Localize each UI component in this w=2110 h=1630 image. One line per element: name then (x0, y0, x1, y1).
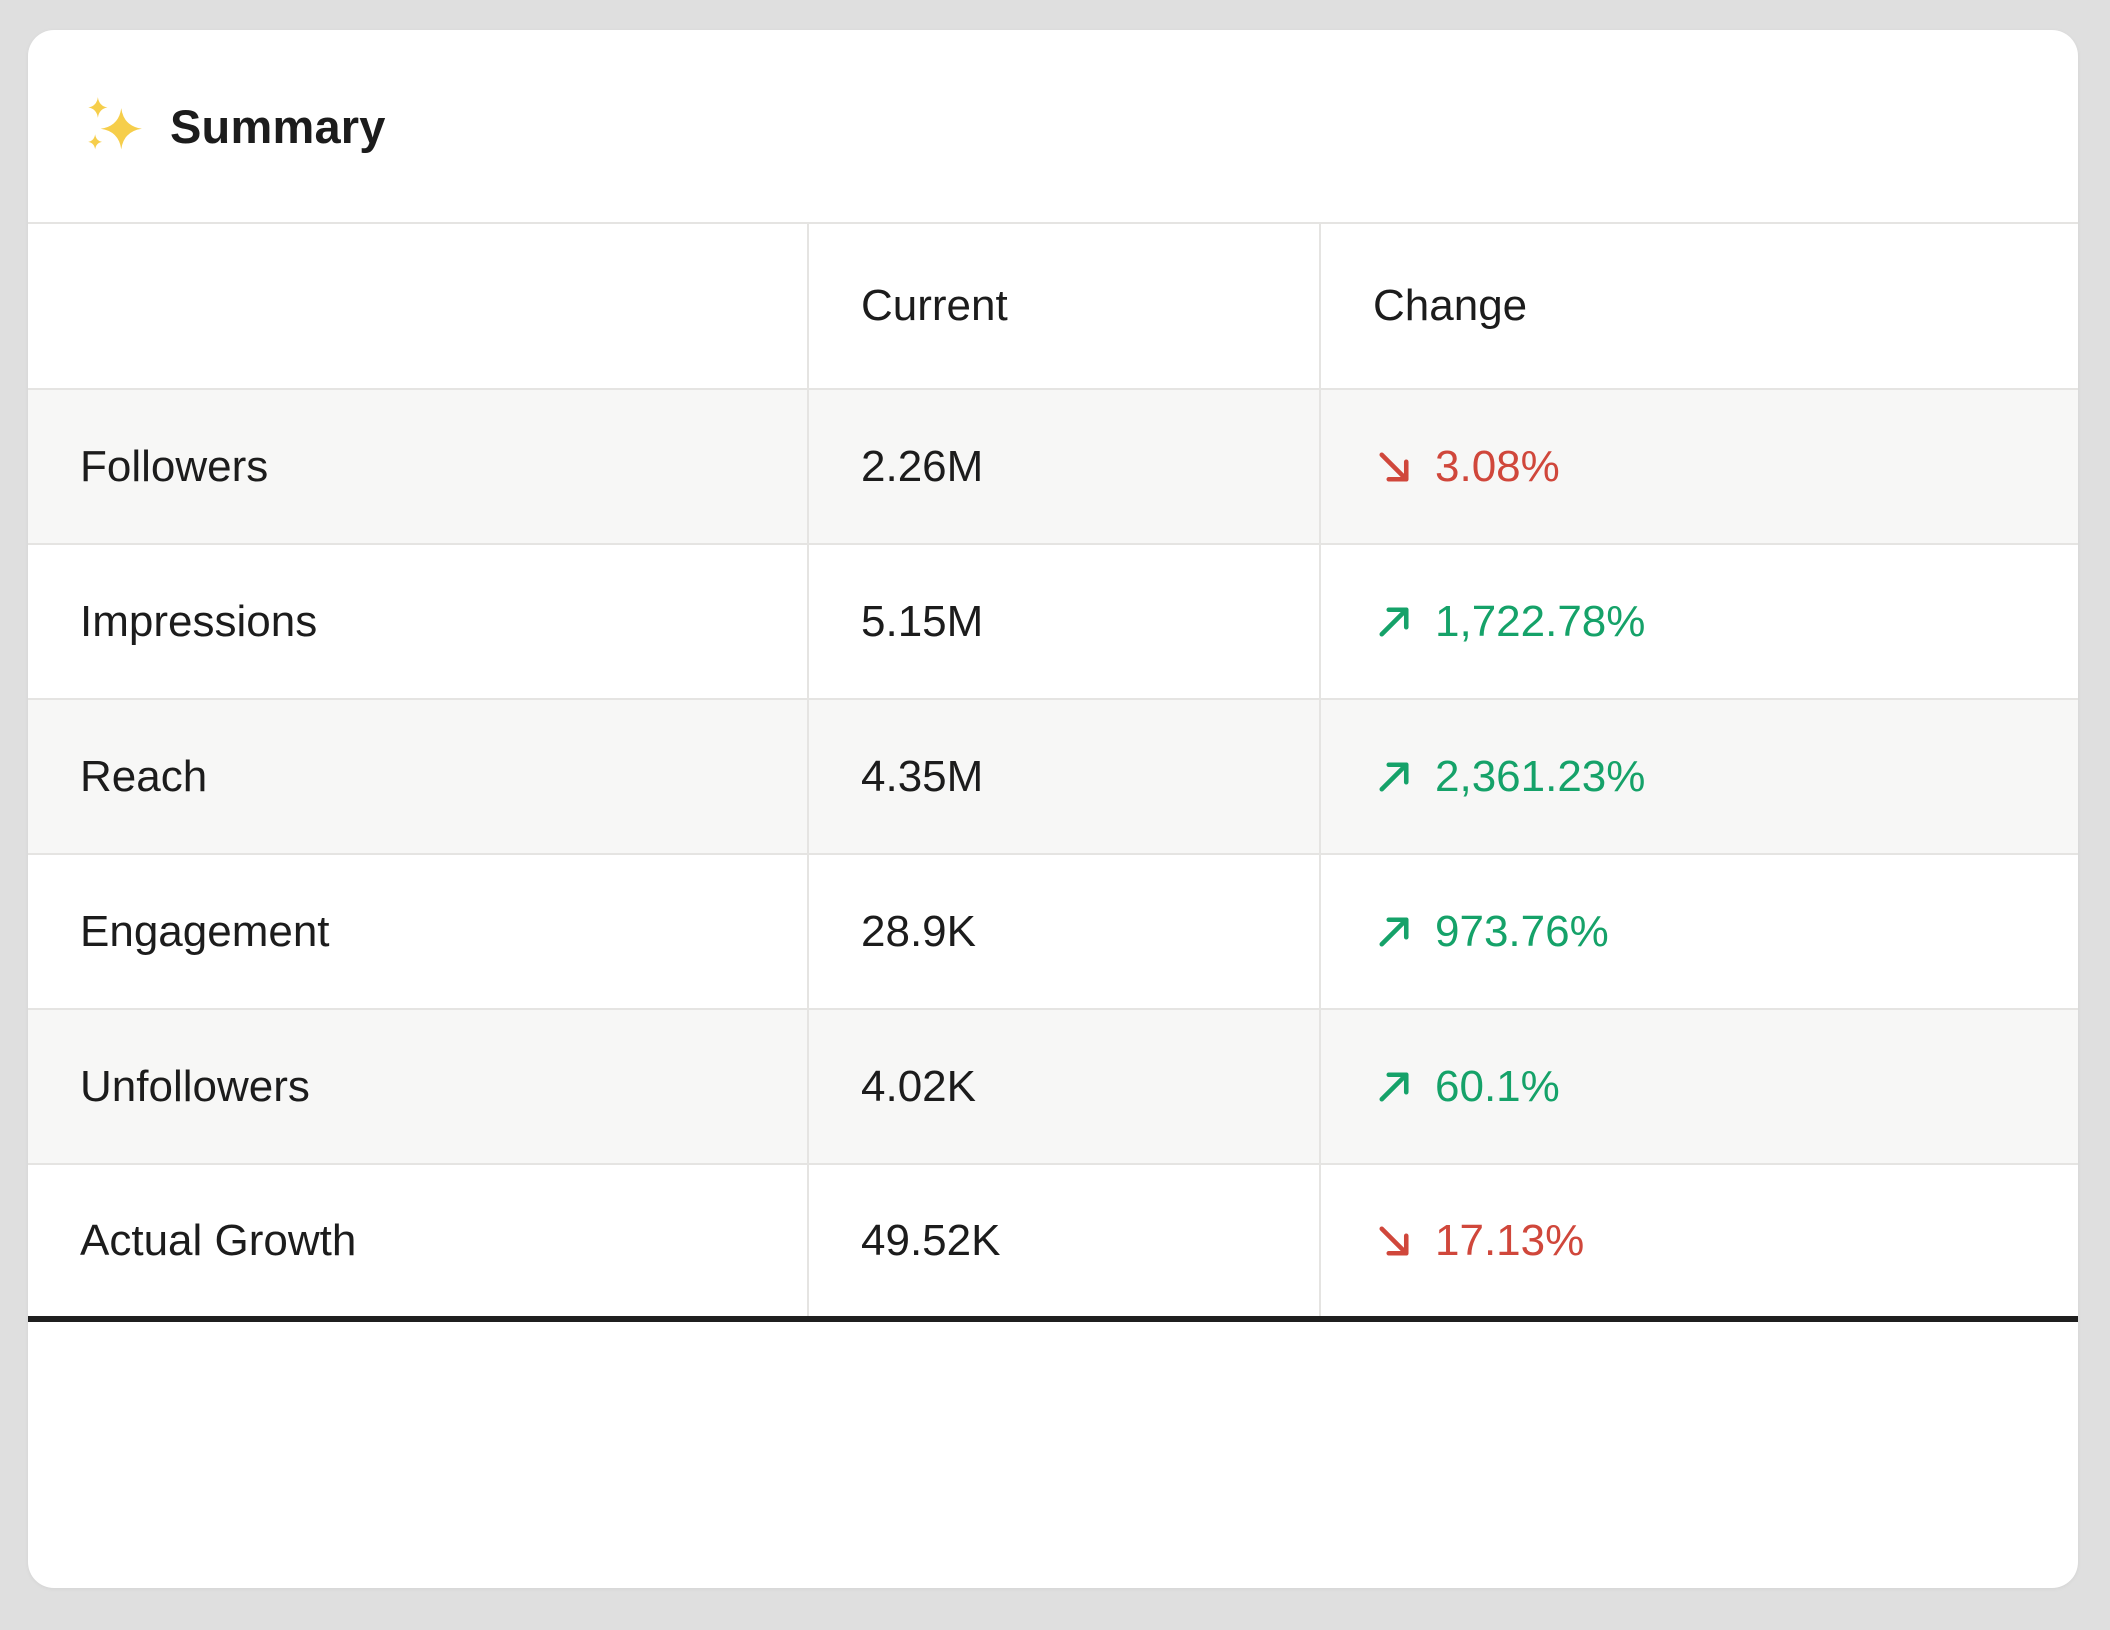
metric-change: 973.76% (1319, 854, 2078, 1009)
metric-change-value: 1,722.78% (1435, 596, 1646, 646)
column-header-current: Current (807, 223, 1320, 389)
trend-up-icon (1373, 1066, 1415, 1108)
trend-down-icon (1373, 1220, 1415, 1262)
table-row: Reach 4.35M 2,361.23% (28, 699, 2078, 854)
page-title: Summary (170, 99, 386, 153)
metric-label: Actual Growth (80, 1215, 357, 1265)
metric-label: Engagement (80, 906, 330, 956)
table-row: Engagement 28.9K 973.76% (28, 854, 2078, 1009)
metric-change: 17.13% (1319, 1164, 2078, 1319)
trend-down-icon (1373, 446, 1415, 488)
column-header-change: Change (1319, 223, 2078, 389)
table-row: Unfollowers 4.02K 60.1% (28, 1009, 2078, 1164)
table-row: Impressions 5.15M 1,722.78% (28, 544, 2078, 699)
table-row: Actual Growth 49.52K 17.13% (28, 1164, 2078, 1319)
trend-up-icon (1373, 911, 1415, 953)
summary-table: Current Change Followers 2.26M 3.08% (28, 222, 2078, 1322)
table-row: Followers 2.26M 3.08% (28, 389, 2078, 544)
sparkles-icon (80, 93, 146, 159)
metric-label: Unfollowers (80, 1061, 310, 1111)
metric-change: 1,722.78% (1319, 544, 2078, 699)
metric-change: 60.1% (1319, 1009, 2078, 1164)
metric-current-value: 4.02K (807, 1009, 1320, 1164)
metric-current-value: 5.15M (807, 544, 1320, 699)
metric-current-value: 49.52K (807, 1164, 1320, 1319)
metric-change-value: 17.13% (1435, 1215, 1585, 1265)
column-header-blank (28, 223, 808, 389)
trend-up-icon (1373, 756, 1415, 798)
metric-change: 3.08% (1319, 389, 2078, 544)
trend-up-icon (1373, 601, 1415, 643)
metric-change-value: 2,361.23% (1435, 751, 1646, 801)
metric-label: Impressions (80, 596, 318, 646)
metric-label: Followers (80, 441, 269, 491)
metric-change-value: 60.1% (1435, 1061, 1560, 1111)
card-header: Summary (28, 30, 2078, 222)
table-header-row: Current Change (28, 223, 2078, 389)
metric-label: Reach (80, 751, 208, 801)
metric-current-value: 28.9K (807, 854, 1320, 1009)
metric-current-value: 2.26M (807, 389, 1320, 544)
metric-change: 2,361.23% (1319, 699, 2078, 854)
metric-change-value: 3.08% (1435, 441, 1560, 491)
metric-current-value: 4.35M (807, 699, 1320, 854)
metric-change-value: 973.76% (1435, 906, 1609, 956)
summary-card: Summary Current Change Followers 2.26M (28, 30, 2078, 1588)
